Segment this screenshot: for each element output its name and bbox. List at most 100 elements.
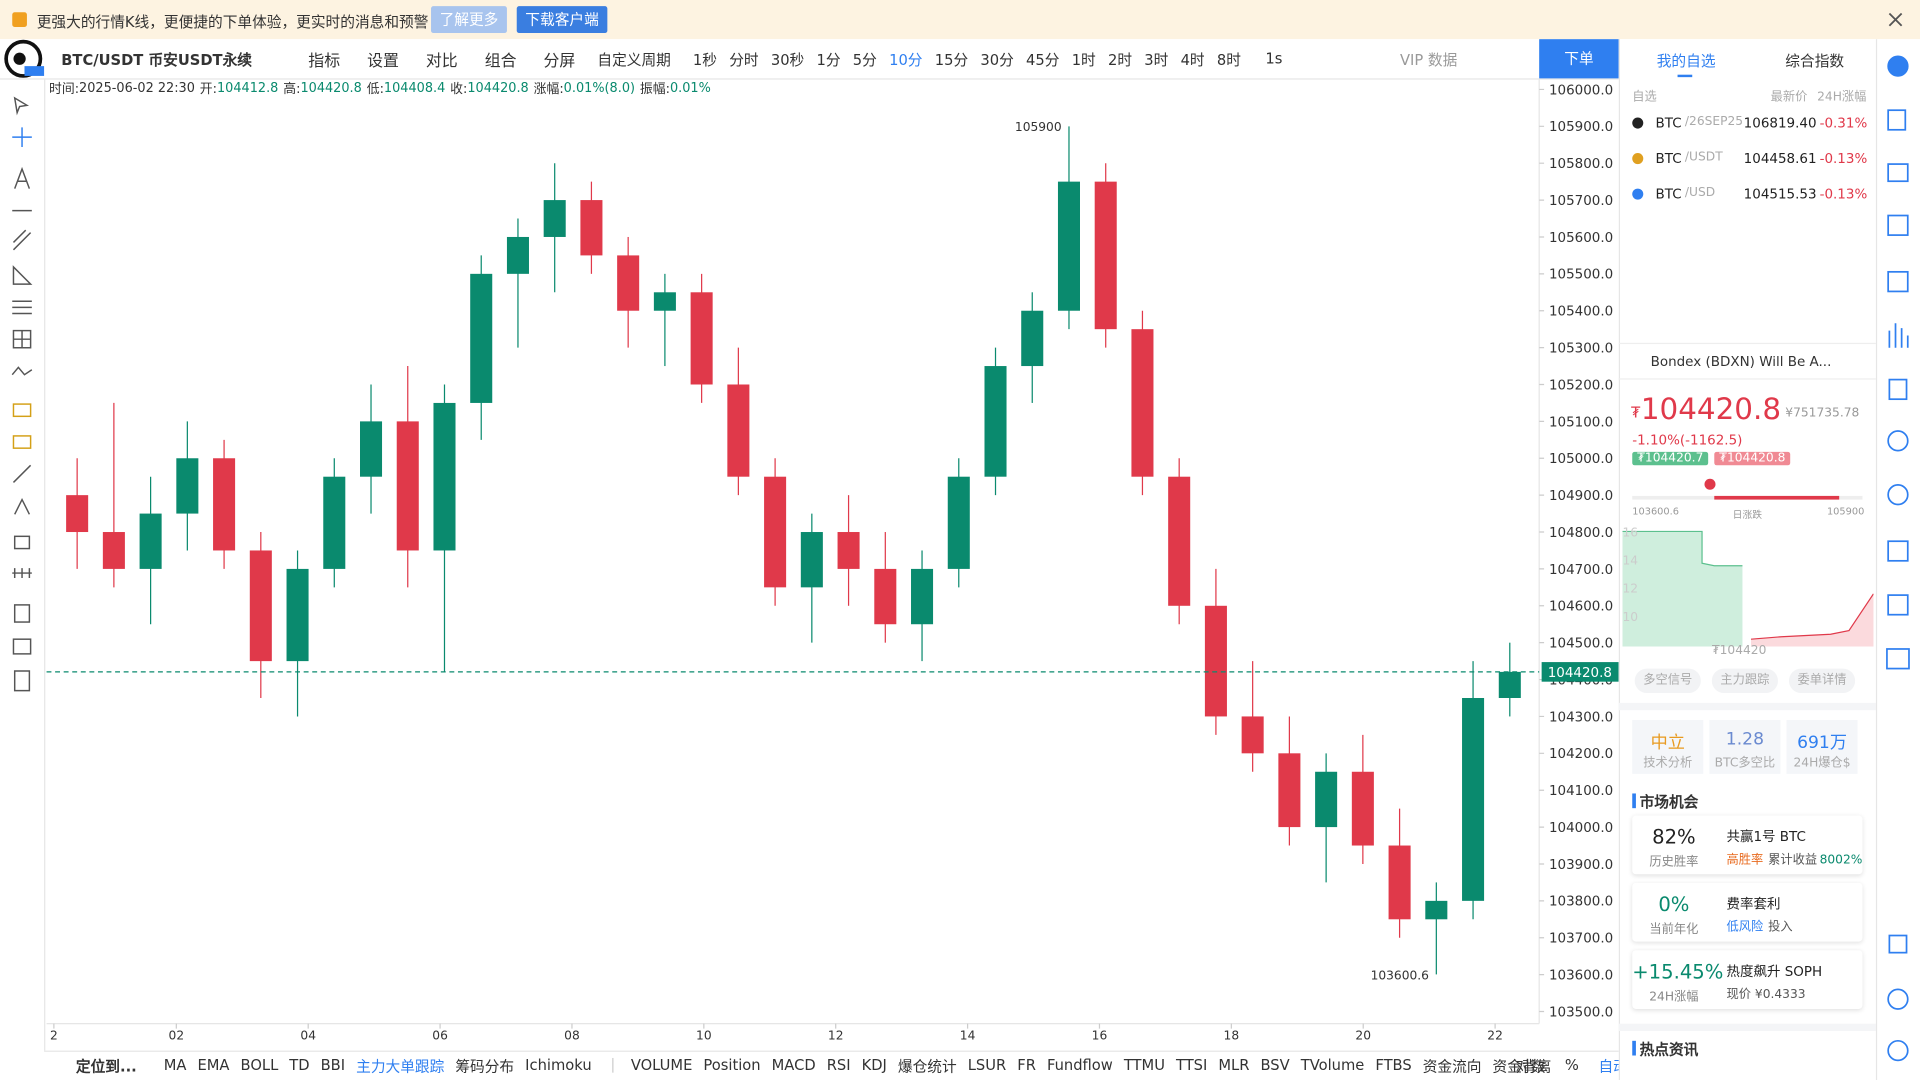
main-indicator[interactable]: 筹码分布 xyxy=(455,1057,515,1075)
sub-indicator[interactable]: BSV xyxy=(1260,1056,1290,1074)
card-value: +15.45% xyxy=(1632,960,1724,984)
ohlc-info: 时间: 2025-06-02 22:30 开: 104412.8 高: 104420.8 低… xyxy=(49,78,711,98)
drawing-toolbar xyxy=(0,78,46,1051)
candle-body xyxy=(874,568,897,625)
y-tick-label: 104600.0 xyxy=(1549,600,1613,615)
candle-body xyxy=(1425,900,1448,920)
sub-indicator[interactable]: Fundflow xyxy=(1046,1056,1113,1074)
candle-body xyxy=(727,384,750,477)
info-label: 开: xyxy=(199,81,218,97)
sub-indicator[interactable]: TTSI xyxy=(1175,1056,1208,1074)
row-base[interactable]: BTC xyxy=(1655,186,1682,203)
tool-button[interactable]: 分屏 xyxy=(543,52,576,71)
period-button[interactable]: 4时 xyxy=(1180,50,1205,68)
period-button[interactable]: 5分 xyxy=(852,50,877,68)
sub-indicator[interactable]: TTMU xyxy=(1123,1056,1165,1074)
period-button[interactable]: 1分 xyxy=(816,50,841,68)
scale-option[interactable]: 对数 xyxy=(1515,1057,1546,1075)
card[interactable] xyxy=(1632,815,1863,875)
learn-more-button[interactable]: 了解更多 xyxy=(431,6,507,34)
sub-indicator[interactable]: 资金流向 xyxy=(1422,1057,1482,1075)
period-button[interactable]: 3时 xyxy=(1144,50,1169,68)
panel-button[interactable]: 主力跟踪 xyxy=(1711,668,1778,694)
main-indicator[interactable]: MA xyxy=(163,1056,187,1074)
panel-button[interactable]: 委单详情 xyxy=(1788,668,1856,694)
stat-box xyxy=(1632,720,1704,774)
row-base[interactable]: BTC xyxy=(1655,115,1682,132)
x-tick-label: 02 xyxy=(169,1029,185,1043)
sub-indicator[interactable]: VOLUME xyxy=(630,1056,693,1074)
candle-body xyxy=(543,200,566,237)
price-cny: ¥751735.78 xyxy=(1785,406,1860,421)
y-tick-label: 105100.0 xyxy=(1549,415,1613,430)
sub-indicator[interactable]: TVolume xyxy=(1300,1056,1365,1074)
sub-indicator[interactable]: LSUR xyxy=(967,1056,1007,1074)
x-tick-label: 08 xyxy=(564,1029,580,1043)
tool-button[interactable]: 对比 xyxy=(425,52,458,71)
main-indicator[interactable]: 主力大单跟踪 xyxy=(356,1057,445,1075)
tool-button[interactable]: 组合 xyxy=(484,52,517,71)
period-button[interactable]: 30分 xyxy=(980,50,1014,68)
card[interactable] xyxy=(1632,950,1863,1009)
y-tick-label: 106000.0 xyxy=(1549,83,1613,98)
sub-indicator[interactable]: Position xyxy=(703,1056,761,1074)
separator xyxy=(612,1057,614,1073)
candle-body xyxy=(213,458,236,551)
side-icon-set[interactable] xyxy=(1883,47,1912,1076)
panel-button[interactable]: 多空信号 xyxy=(1634,668,1701,694)
watchlist-tab[interactable]: 我的自选 xyxy=(1656,52,1716,70)
period-button[interactable]: 10分 xyxy=(889,50,923,68)
y-tick-label: 103800.0 xyxy=(1549,895,1613,910)
custom-period[interactable]: 自定义周期 xyxy=(597,50,671,68)
card-title: 热度飙升 SOPH xyxy=(1726,963,1823,980)
sub-indicator[interactable]: MACD xyxy=(771,1056,816,1074)
section-title: 市场机会 xyxy=(1639,793,1699,811)
close-banner[interactable] xyxy=(1886,10,1906,30)
period-button[interactable]: 1时 xyxy=(1071,50,1096,68)
period-button[interactable]: 8时 xyxy=(1216,50,1241,68)
symbol[interactable]: BTC/USDT 币安USDT永续 xyxy=(61,50,252,68)
period-button[interactable]: 30秒 xyxy=(770,50,805,68)
card-label: 24H涨幅 xyxy=(1649,990,1699,1005)
sub-indicator[interactable]: MLR xyxy=(1218,1056,1250,1074)
card-tag: 高胜率 xyxy=(1726,853,1764,867)
drawing-tools[interactable] xyxy=(7,91,36,703)
interval[interactable]: 1s xyxy=(1265,50,1283,68)
scale-option[interactable]: % xyxy=(1564,1056,1579,1074)
main-indicator[interactable]: BOLL xyxy=(240,1056,279,1074)
depth-price: ₮104420 xyxy=(1711,644,1767,658)
period-button[interactable]: 1秒 xyxy=(692,50,717,68)
sub-indicator[interactable]: 资金背离 xyxy=(1492,1057,1552,1075)
main-indicator[interactable]: TD xyxy=(289,1056,310,1074)
sub-indicator[interactable]: 爆仓统计 xyxy=(897,1057,957,1075)
tool-button[interactable]: 设置 xyxy=(367,52,399,71)
tool-button[interactable]: 指标 xyxy=(308,52,341,71)
depth-tick: 12 xyxy=(1622,582,1639,597)
download-button[interactable]: 下载客户端 xyxy=(516,6,608,34)
order-button[interactable]: 下单 xyxy=(1539,39,1619,79)
main-indicator[interactable]: BBI xyxy=(320,1056,346,1074)
info-value: 2025-06-02 22:30 xyxy=(79,80,195,96)
candle-body xyxy=(470,273,493,403)
card[interactable] xyxy=(1632,882,1863,942)
y-tick-label: 104100.0 xyxy=(1549,784,1613,799)
main-indicator[interactable]: EMA xyxy=(197,1056,230,1074)
sub-indicator[interactable]: KDJ xyxy=(861,1056,887,1074)
vip-data[interactable]: VIP 数据 xyxy=(1399,50,1458,68)
sub-indicator[interactable]: FR xyxy=(1017,1056,1036,1074)
sub-indicator[interactable]: RSI xyxy=(826,1056,851,1074)
period-button[interactable]: 15分 xyxy=(934,50,969,68)
index-tab[interactable]: 综合指数 xyxy=(1785,52,1845,70)
toolbar-items: BTC/USDT 币安USDT永续 指标 设置 对比 组合 分屏 自定义周期 1秒 分时 30秒 1… xyxy=(61,39,1457,78)
sub-indicator[interactable]: FTBS xyxy=(1375,1056,1412,1074)
period-button[interactable]: 2时 xyxy=(1107,50,1133,68)
side-icons xyxy=(1875,39,1920,1080)
period-button[interactable]: 分时 xyxy=(729,50,759,68)
period-button[interactable]: 45分 xyxy=(1026,50,1060,68)
main-indicator[interactable]: Ichimoku xyxy=(525,1056,592,1074)
news-ticker[interactable]: Bondex (BDXN) Will Be A... xyxy=(1650,353,1832,370)
locate-input[interactable]: 定位到... xyxy=(75,1057,137,1075)
info-value: 104420.8 xyxy=(300,80,362,96)
row-base[interactable]: BTC xyxy=(1655,150,1682,167)
candle-body xyxy=(360,421,383,477)
